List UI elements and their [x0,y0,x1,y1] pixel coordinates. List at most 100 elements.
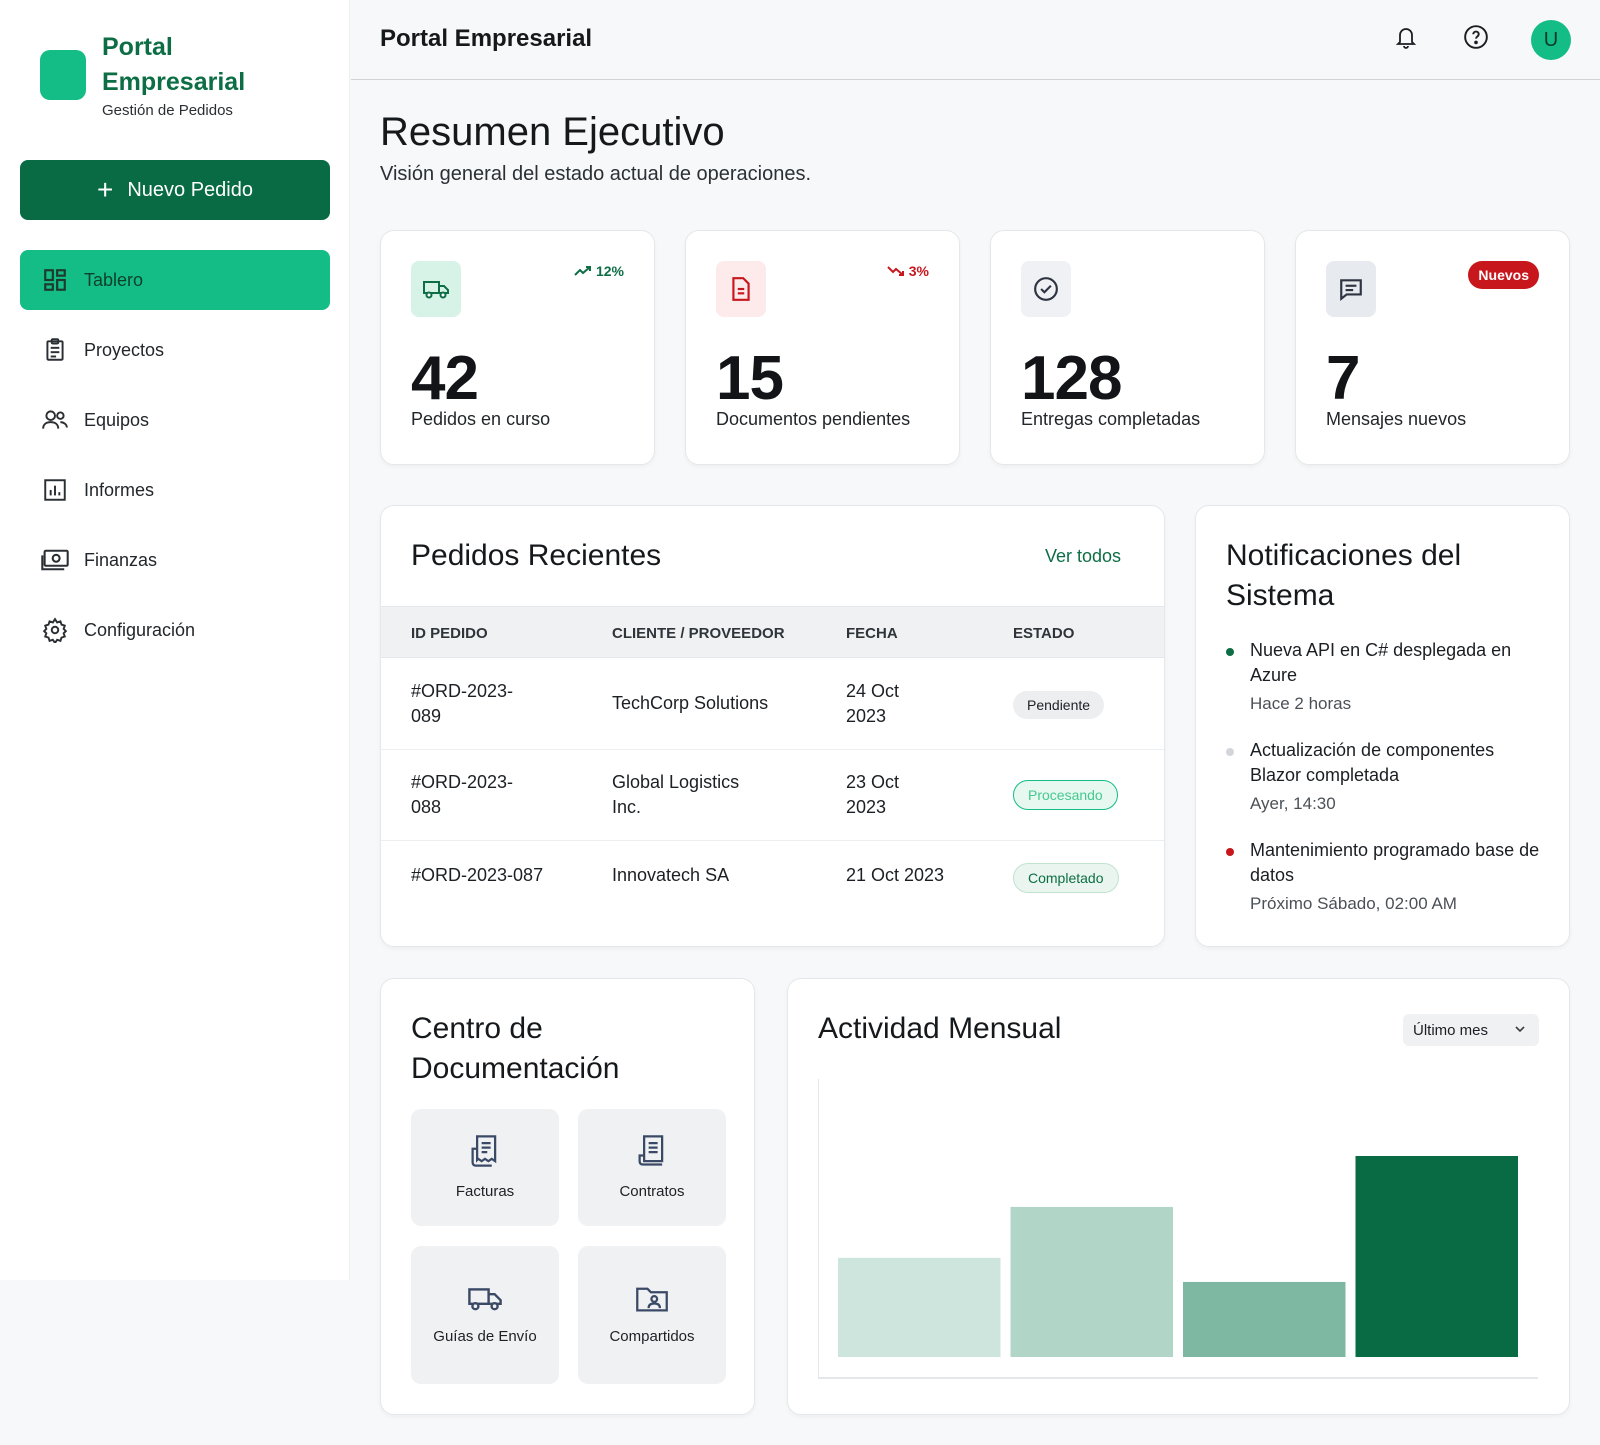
sidebar-item-finanzas[interactable]: Finanzas [20,530,330,590]
sidebar-item-label: Equipos [84,409,150,430]
chart-bar[interactable] [838,1257,1001,1357]
order-client: Innovatech SA [612,865,730,885]
contract-icon [635,1133,669,1174]
sidebar-item-label: Proyectos [84,339,165,360]
status-badge: Pendiente [1013,691,1105,719]
column-header[interactable]: ID PEDIDO [411,625,488,642]
column-header[interactable]: CLIENTE / PROVEEDOR [612,625,785,642]
trend-value: 12% [595,263,624,279]
stat-value: 42 [411,344,479,413]
money-icon [40,545,70,575]
stat-card-deliveries[interactable]: 128 Entregas completadas [990,230,1265,465]
brand[interactable]: Portal Empresarial Gestión de Pedidos [40,30,262,119]
stat-value: 128 [1021,344,1122,413]
notification-item[interactable]: Nueva API en C# desplegada en Azure Hace… [1226,638,1546,714]
plus-icon: + [96,174,114,205]
stat-card-messages[interactable]: Nuevos 7 Mensajes nuevos [1295,230,1570,465]
table-row[interactable]: #ORD-2023- 089 TechCorp Solutions 24 Oct 2… [381,659,1164,750]
avatar[interactable]: U [1531,20,1571,60]
trend-value: 3% [908,263,929,279]
shared-folder-icon [635,1284,669,1319]
stat-card-orders[interactable]: 12% 42 Pedidos en curso [380,230,655,465]
sidebar-item-informes[interactable]: Informes [20,460,330,520]
recent-orders-card: Pedidos Recientes Ver todos ID PEDIDO CL… [380,505,1165,947]
doc-tile-label: Contratos [619,1183,685,1200]
notification-item[interactable]: Actualización de componentes Blazor comp… [1226,738,1546,814]
gear-icon [40,615,70,645]
doc-tile-label: Guías de Envío [433,1327,537,1345]
sidebar-item-proyectos[interactable]: Proyectos [20,320,330,380]
table-row[interactable]: #ORD-2023- 088 Global Logistics Inc. 23 Oc… [381,750,1164,841]
sidebar-item-label: Finanzas [84,549,158,570]
header-title: Portal Empresarial [380,25,593,52]
doc-tile-compartidos[interactable]: Compartidos [578,1246,726,1384]
sidebar-item-tablero[interactable]: Tablero [20,250,330,310]
dashboard-icon [40,265,70,295]
stat-value: 15 [716,344,784,413]
period-select[interactable]: Último mes [1403,1014,1539,1046]
new-order-button[interactable]: + Nuevo Pedido [20,160,330,220]
new-badge: Nuevos [1468,261,1539,289]
notification-time: Ayer, 14:30 [1250,794,1336,813]
column-header[interactable]: FECHA [846,625,898,642]
view-all-link[interactable]: Ver todos [1044,545,1121,566]
period-select-value: Último mes [1413,1021,1489,1039]
notification-item[interactable]: Mantenimiento programado base de datos P… [1226,838,1546,914]
doc-tile-facturas[interactable]: Facturas [411,1109,559,1226]
sidebar-item-equipos[interactable]: Equipos [20,390,330,450]
page-subtitle: Visión general del estado actual de oper… [380,163,812,185]
bell-icon[interactable] [1391,22,1421,52]
stat-value: 7 [1326,344,1360,413]
order-date: 24 Oct 2023 [846,681,900,726]
doc-tile-guias[interactable]: Guías de Envío [411,1246,559,1384]
trend-down: 3% [887,263,929,279]
status-dot [1226,748,1234,756]
notification-title: Actualización de componentes Blazor comp… [1250,740,1495,785]
activity-bar-chart [818,1079,1538,1379]
sidebar-item-label: Informes [84,479,155,500]
truck-icon [467,1284,503,1319]
order-date: 21 Oct 2023 [846,865,945,885]
help-icon[interactable] [1461,22,1491,52]
chart-bar[interactable] [1010,1206,1174,1357]
stat-card-documents[interactable]: 3% 15 Documentos pendientes [685,230,960,465]
brand-subtitle: Gestión de Pedidos [102,102,233,119]
monthly-activity-card: Actividad Mensual Último mes [787,978,1570,1415]
sidebar-item-configuracion[interactable]: Configuración [20,600,330,660]
doc-tile-contratos[interactable]: Contratos [578,1109,726,1226]
chevron-down-icon [1513,1022,1527,1040]
status-badge: Completado [1013,863,1119,893]
order-client: TechCorp Solutions [612,693,769,713]
notification-time: Hace 2 horas [1250,694,1352,713]
sidebar-item-label: Tablero [84,269,144,290]
notification-title: Nueva API en C# desplegada en Azure [1250,640,1512,685]
order-id: #ORD-2023- 089 [411,681,514,726]
sidebar-nav: Tablero Proyectos Equipos Informes Finan… [20,250,330,670]
receipt-icon [468,1133,502,1174]
brand-logo [40,50,86,100]
section-title: Notificaciones del Sistema [1226,539,1462,612]
column-header[interactable]: ESTADO [1013,625,1075,642]
bar-chart-icon [40,475,70,505]
table-row[interactable]: #ORD-2023-087 Innovatech SA 21 Oct 2023 … [381,841,1164,932]
status-dot [1226,848,1234,856]
section-title: Pedidos Recientes [411,539,662,572]
check-circle-icon [1021,261,1071,317]
notification-time: Próximo Sábado, 02:00 AM [1250,894,1457,913]
order-date: 23 Oct 2023 [846,772,900,817]
doc-tile-label: Compartidos [609,1327,695,1345]
table-header: ID PEDIDO CLIENTE / PROVEEDOR FECHA ESTA… [381,606,1164,658]
chart-bar[interactable] [1183,1281,1346,1357]
doc-tile-label: Facturas [455,1183,515,1200]
section-title: Centro de Documentación [411,1012,620,1085]
order-id: #ORD-2023- 088 [411,772,514,817]
docs-center-card: Centro de Documentación Facturas Contrat… [380,978,755,1415]
document-icon [716,261,766,317]
stat-label: Entregas completadas [1021,409,1201,429]
brand-title: Portal Empresarial [102,33,246,96]
sidebar: Portal Empresarial Gestión de Pedidos + … [0,0,350,1280]
notifications-card: Notificaciones del Sistema Nueva API en … [1195,505,1570,947]
new-order-label: Nuevo Pedido [127,178,253,201]
chart-bar[interactable] [1355,1156,1519,1357]
top-header: Portal Empresarial U [351,0,1600,80]
